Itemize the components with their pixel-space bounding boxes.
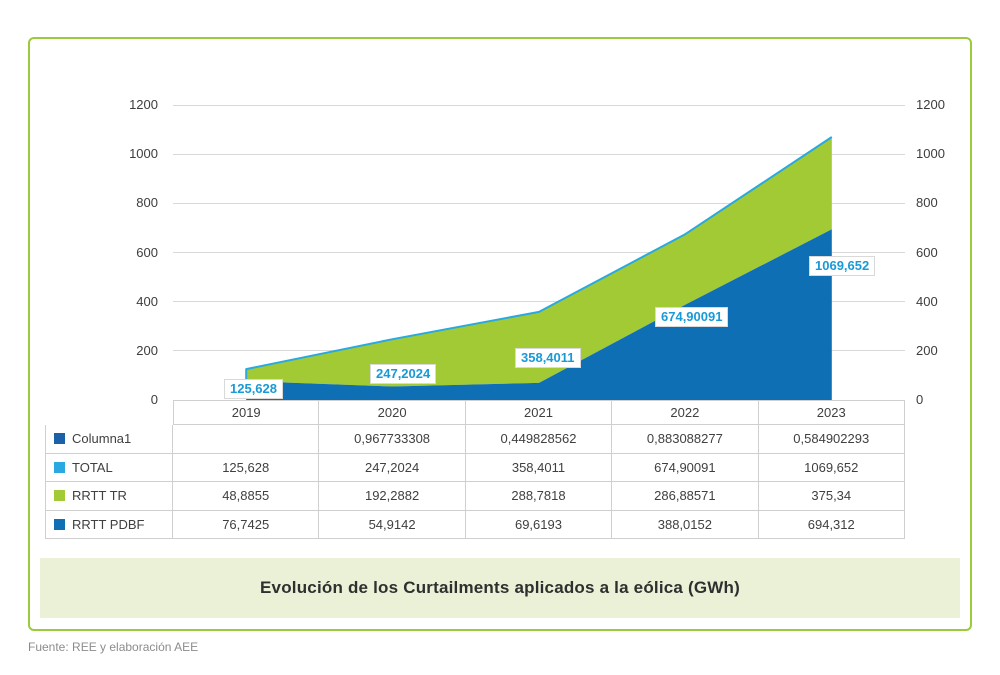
table-cell: 286,88571: [612, 482, 759, 511]
data-label-2019: 125,628: [224, 379, 283, 399]
table-cell: 76,7425: [173, 510, 320, 539]
row-header-columna1: Columna1: [45, 425, 173, 454]
table-cell: 192,2882: [319, 482, 466, 511]
table-cell: 388,0152: [612, 510, 759, 539]
series-area-rrtt-pdbf: [246, 229, 832, 400]
legend-swatch-rrtt-pdbf: [54, 518, 65, 530]
table-cell: 694,312: [758, 510, 905, 539]
table-cell: 0,584902293: [758, 425, 905, 454]
legend-swatch-total: [54, 461, 65, 473]
x-axis-label-2019: 2019: [173, 400, 320, 425]
row-label: TOTAL: [72, 459, 113, 475]
y-tick-label: 1200: [916, 97, 945, 112]
y-tick-label: 800: [916, 195, 938, 211]
y-tick-label: 1200: [129, 97, 158, 112]
x-axis-label-2023: 2023: [758, 400, 905, 425]
table-cell: 0,967733308: [319, 425, 466, 454]
area-chart-svg: [245, 136, 833, 400]
y-tick-label: 400: [136, 293, 158, 309]
table-cell: 358,4011: [465, 453, 613, 482]
data-label-2021: 358,4011: [515, 348, 581, 368]
y-tick-label: 0: [150, 392, 158, 408]
data-label-2023: 1069,652: [809, 256, 876, 276]
table-cell: 54,9142: [319, 510, 466, 539]
table-cell: 674,90091: [612, 453, 759, 482]
table-cell: 1069,652: [758, 453, 905, 482]
x-axis-label-2020: 2020: [319, 400, 466, 425]
legend-swatch-columna1: [54, 433, 65, 445]
y-tick-label: 0: [916, 392, 924, 408]
y-tick-label: 600: [916, 244, 938, 260]
legend-swatch-rrtt-tr: [54, 490, 65, 502]
gridline: [173, 153, 905, 155]
x-axis-label-2021: 2021: [465, 400, 613, 425]
table-corner-cell: [45, 400, 173, 425]
gridline: [173, 104, 905, 106]
gridline: [173, 301, 905, 303]
row-header-total: TOTAL: [45, 453, 173, 482]
table-cell: 0,883088277: [612, 425, 759, 454]
table-cell: 69,6193: [465, 510, 613, 539]
table-cell: 247,2024: [319, 453, 466, 482]
table-cell: 0,449828562: [465, 425, 613, 454]
y-tick-label: 1000: [129, 146, 158, 162]
table-cell: 288,7818: [465, 482, 613, 511]
y-tick-label: 800: [136, 195, 158, 211]
y-tick-label: 200: [136, 342, 158, 358]
y-tick-label: 400: [916, 293, 938, 309]
gridline: [173, 202, 905, 204]
series-line-total: [245, 136, 833, 382]
data-table: 2019 2020 2021 2022 2023 Columna1 0,9677…: [45, 400, 905, 539]
chart-title-band: Evolución de los Curtailments aplicados …: [40, 558, 960, 618]
table-cell: 125,628: [173, 453, 320, 482]
table-cell: 48,8855: [173, 482, 320, 511]
series-area-rrtt-tr: [246, 137, 832, 387]
row-header-rrtt-tr: RRTT TR: [45, 482, 173, 511]
table-cell: 375,34: [758, 482, 905, 511]
data-label-2022: 674,90091: [655, 307, 729, 327]
chart-title: Evolución de los Curtailments aplicados …: [260, 578, 740, 597]
row-label: Columna1: [72, 431, 132, 447]
row-label: RRTT TR: [72, 488, 127, 504]
data-label-2020: 247,2024: [370, 364, 437, 384]
row-header-rrtt-pdbf: RRTT PDBF: [45, 510, 173, 539]
source-note: Fuente: REE y elaboración AEE: [28, 640, 199, 654]
row-label: RRTT PDBF: [72, 516, 145, 532]
y-tick-label: 1000: [916, 146, 945, 162]
table-cell: [173, 425, 320, 454]
x-axis-label-2022: 2022: [612, 400, 759, 425]
y-tick-label: 200: [916, 342, 938, 358]
gridline: [173, 252, 905, 253]
y-tick-label: 600: [136, 244, 158, 260]
